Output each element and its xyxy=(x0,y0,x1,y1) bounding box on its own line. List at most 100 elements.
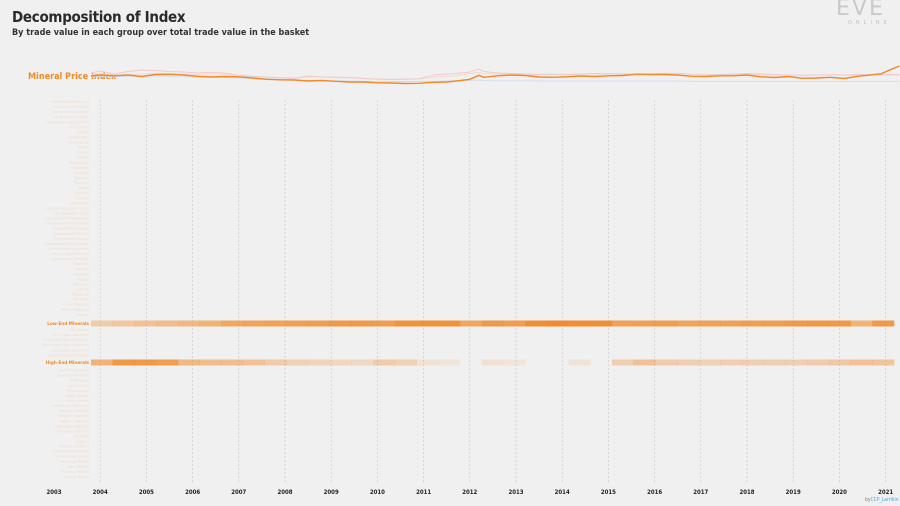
row-label-faint: Compressed Plagioclase xyxy=(45,242,89,246)
heat-cell xyxy=(91,359,113,366)
year-gridlines xyxy=(99,100,886,484)
heat-cell xyxy=(156,359,179,366)
row-label-faint: Advanced Moon Materials xyxy=(43,343,89,347)
x-tick-2019: 2019 xyxy=(786,489,801,496)
row-label-faint: Helium Isotopes xyxy=(60,419,89,423)
x-tick-2017: 2017 xyxy=(693,489,708,496)
heat-cell xyxy=(611,320,634,327)
row-label-faint: Pyerite xyxy=(76,267,89,271)
heat-cell xyxy=(460,360,482,366)
row-label-faint: Strontium Clathrates xyxy=(52,404,90,408)
row-label-faint: Omber xyxy=(77,156,90,160)
heat-cell xyxy=(568,320,591,327)
heat-cell xyxy=(763,320,786,327)
row-label-faint: Compressed Hemorphite xyxy=(44,222,90,226)
row-label-faint: Hydrogen Isotopes xyxy=(55,424,89,428)
row-label-faint: Kernite xyxy=(76,151,89,155)
x-tick-2006: 2006 xyxy=(185,489,200,496)
row-label-faint: Compressed Omber xyxy=(53,237,89,241)
heat-cell xyxy=(742,359,765,366)
row-label-faint: Consumer Electronics xyxy=(50,450,89,454)
row-label-faint: Cytoserocin xyxy=(68,384,89,388)
series-line-index xyxy=(90,65,900,85)
row-label-faint: Megacyte xyxy=(71,293,89,297)
row-label-faint: Scordite xyxy=(74,171,90,175)
series-line-faint-1 xyxy=(90,68,900,80)
heat-cell xyxy=(698,359,721,366)
heat-cell xyxy=(264,320,287,327)
row-label-faint: Compressed Scordite xyxy=(51,252,90,256)
heat-cell xyxy=(242,320,265,327)
x-tick-2003: 2003 xyxy=(46,489,61,496)
heat-cell xyxy=(394,359,417,366)
heat-cell xyxy=(264,359,287,366)
x-tick-2008: 2008 xyxy=(277,489,292,496)
row-label-faint: Tritanium xyxy=(71,262,89,266)
heat-cell xyxy=(720,359,743,366)
heat-cell xyxy=(481,359,504,366)
row-label-faint: Liquid Ozone xyxy=(66,399,90,403)
heat-cell xyxy=(242,359,265,366)
row-label-faint: Mercoxit xyxy=(74,181,90,185)
heat-cell xyxy=(438,320,461,327)
x-tick-2015: 2015 xyxy=(601,489,616,496)
heat-cell xyxy=(134,359,157,366)
row-label-faint: Plagioclase xyxy=(69,161,90,165)
heat-cell xyxy=(633,359,656,366)
row-label-faint: Compressed Gneiss xyxy=(54,212,90,216)
credit-prefix: by xyxy=(865,497,871,503)
heat-cell xyxy=(633,320,656,327)
row-label-faint: Compressed Crokite xyxy=(53,115,90,119)
heat-cell xyxy=(199,320,222,327)
row-label-faint: Jaspet xyxy=(77,146,90,150)
heat-cell xyxy=(503,359,526,366)
x-tick-2014: 2014 xyxy=(555,489,570,496)
x-tick-2018: 2018 xyxy=(739,489,754,496)
heat-cell xyxy=(546,320,569,327)
heat-cell xyxy=(763,359,786,366)
heat-cell xyxy=(134,320,157,327)
heat-cell xyxy=(286,320,309,327)
row-label-faint: Mexallon xyxy=(73,272,89,276)
row-label-faint: Compressed Mercoxit xyxy=(50,100,89,104)
row-label-faint: Construction Blocks xyxy=(53,455,89,459)
row-label-faint: Coolant xyxy=(75,440,89,444)
heat-cell xyxy=(156,320,179,327)
heat-cell xyxy=(655,359,678,366)
row-label-faint: Hemorphite xyxy=(68,141,90,145)
heat-cell xyxy=(807,359,830,366)
heat-cell xyxy=(611,359,634,366)
heat-cell xyxy=(807,320,830,327)
heat-cell xyxy=(112,359,135,366)
row-label-faint: Compressed Jaspet xyxy=(54,227,89,231)
credit-text: byCCP_Larrikin xyxy=(865,497,899,503)
heat-cell xyxy=(416,320,439,327)
row-label-faint: Gas Clouds xyxy=(69,328,89,332)
heat-cell xyxy=(416,359,439,366)
x-tick-2013: 2013 xyxy=(508,489,523,496)
heatmap-rows: Low-End Minerals High-End Minerals xyxy=(46,320,895,366)
x-tick-2005: 2005 xyxy=(139,489,154,496)
x-tick-2011: 2011 xyxy=(416,489,431,496)
row-label-faint: Raw Moon Materials xyxy=(53,333,89,337)
heat-cell xyxy=(785,320,808,327)
row-label-faint: Ice Products xyxy=(67,303,89,307)
row-label-faint: Enriched Uranium xyxy=(57,429,90,433)
row-label-faint: Composite Reactions xyxy=(51,348,89,352)
row-label-faint: Moon Materials xyxy=(62,308,90,312)
heat-cell xyxy=(286,359,309,366)
heat-cell xyxy=(676,320,699,327)
row-label-faint: Reactive Metals xyxy=(61,460,90,464)
row-label-faint: Compressed Bistot xyxy=(55,105,89,109)
row-label-high-end-minerals: High-End Minerals xyxy=(46,360,90,365)
eve-online-logo: EVE ONLINE xyxy=(836,0,900,30)
heat-cell xyxy=(850,320,873,327)
heat-cell xyxy=(525,360,547,366)
row-label-faint: Compressed Arkonor xyxy=(51,110,89,114)
x-tick-2010: 2010 xyxy=(370,489,385,496)
heat-cell xyxy=(91,320,113,327)
row-label-faint: Crokite xyxy=(76,196,90,200)
heat-cell xyxy=(503,320,526,327)
row-label-faint: Precious Metals xyxy=(61,470,89,474)
